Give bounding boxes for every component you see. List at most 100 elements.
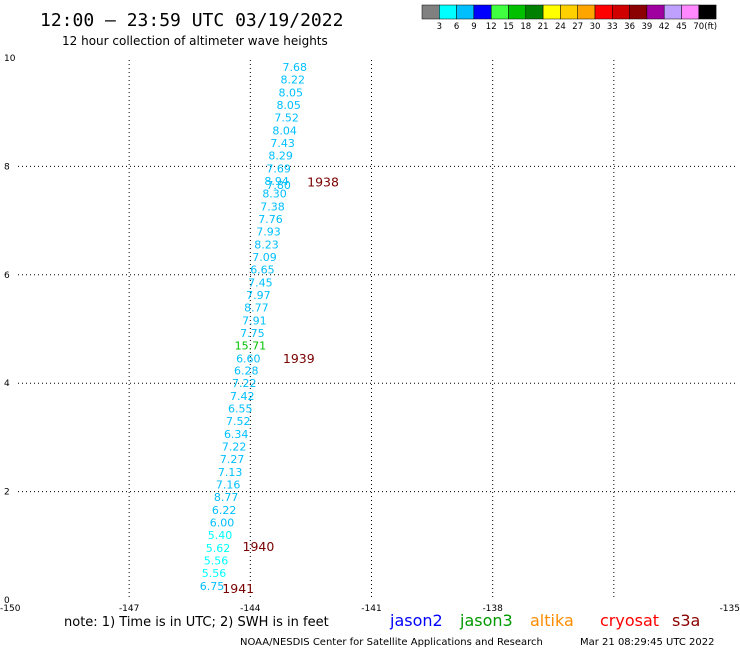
swh-value-label: 8.30 [262, 188, 287, 201]
swh-value-label: 7.43 [270, 137, 295, 150]
swh-value-label: 6.75 [200, 580, 225, 593]
footer-note: note: 1) Time is in UTC; 2) SWH is in fe… [64, 615, 329, 630]
swh-value-label: 8.77 [214, 491, 239, 504]
satellite-jason3: jason3 [459, 611, 513, 630]
swh-value-label: 7.97 [246, 289, 271, 302]
swh-value-label: 7.80 [266, 179, 291, 192]
colorbar-label: 9 [471, 22, 476, 32]
swh-value-label: 5.56 [204, 554, 229, 567]
colorbar-label: 24 [555, 22, 566, 32]
satellite-s3a: s3a [672, 611, 700, 630]
colorbar-swatch [508, 4, 527, 20]
swh-value-label: 7.91 [242, 314, 267, 327]
swh-value-label: 6.34 [224, 428, 249, 441]
swh-value-label: 6.60 [236, 352, 261, 365]
swh-value-label: 7.52 [274, 112, 299, 125]
colorbar-label: 27 [572, 22, 583, 32]
time-label: 1938 [307, 175, 339, 190]
colorbar-label: 6 [454, 22, 459, 32]
swh-value-label: 6.00 [210, 516, 235, 529]
swh-value-label: 7.22 [222, 441, 247, 454]
swh-value-label: 8.94 [264, 175, 289, 188]
plot-grid [18, 60, 735, 600]
swh-value-label: 7.76 [258, 213, 283, 226]
time-label: 1941 [222, 581, 254, 596]
swh-value-label: 7.27 [220, 453, 245, 466]
colorbar-label: 30 [590, 22, 601, 32]
swh-value-label: 8.04 [272, 125, 297, 138]
colorbar-swatch [456, 4, 475, 20]
swh-value-label: 7.22 [232, 377, 257, 390]
colorbar-label: 39 [641, 22, 652, 32]
swh-value-label: 8.29 [268, 150, 293, 163]
footer-timestamp: Mar 21 08:29:45 UTC 2022 [580, 637, 715, 648]
swh-value-label: 8.23 [254, 238, 279, 251]
y-tick-label: 4 [4, 379, 10, 389]
swh-value-label: 7.45 [248, 276, 273, 289]
swh-value-label: 5.40 [208, 529, 233, 542]
swh-value-label: 7.09 [252, 251, 277, 264]
time-label: 1940 [243, 539, 275, 554]
satellite-legend: jason2 jason3 altika cryosat s3a [389, 611, 700, 630]
y-tick-label: 2 [4, 488, 10, 498]
y-tick-label: 10 [4, 54, 16, 64]
colorbar-swatch [577, 4, 596, 20]
colorbar-label: 3 [437, 22, 442, 32]
colorbar-swatch [594, 4, 613, 20]
x-axis-ticks: -150 -147 -144 -141 -138 -135 [0, 604, 740, 614]
colorbar-label: 12 [486, 22, 497, 32]
time-labels: 1938 1939 1940 1941 [222, 175, 339, 596]
colorbar-label: 21 [538, 22, 549, 32]
swh-value-label: 6.55 [228, 403, 253, 416]
colorbar-swatch [525, 4, 544, 20]
swh-labels: 7.688.228.058.057.528.047.438.297.698.94… [200, 61, 307, 593]
y-tick-label: 8 [4, 162, 10, 172]
swh-value-label: 7.75 [240, 327, 265, 340]
satellite-cryosat: cryosat [600, 611, 659, 630]
colorbar-swatch [490, 4, 509, 20]
swh-value-label: 7.42 [230, 390, 255, 403]
colorbar-unit: (ft) [704, 22, 717, 32]
chart-subtitle: 12 hour collection of altimeter wave hei… [62, 34, 328, 48]
swh-value-label: 7.38 [260, 201, 285, 214]
colorbar-swatch [439, 4, 457, 20]
swh-value-label: 7.16 [216, 479, 241, 492]
x-tick-label: -150 [0, 604, 21, 614]
y-tick-label: 6 [4, 271, 10, 281]
x-tick-label: -135 [720, 604, 740, 614]
colorbar-legend: 3 6 9 12 15 18 21 24 27 30 33 36 39 42 45 70 (ft) [421, 4, 717, 32]
colorbar-label: 36 [624, 22, 635, 32]
swh-value-label: 7.68 [283, 61, 308, 74]
colorbar-label: 70 [693, 22, 704, 32]
swh-value-label: 7.69 [266, 163, 291, 176]
time-label: 1939 [283, 351, 315, 366]
swh-value-label: 8.05 [276, 99, 301, 112]
x-tick-label: -147 [119, 604, 139, 614]
swh-value-label: 8.22 [280, 74, 305, 87]
swh-value-label: 8.05 [278, 87, 303, 100]
chart-title: 12:00 – 23:59 UTC 03/19/2022 [40, 10, 343, 31]
x-tick-label: -144 [240, 604, 261, 614]
swh-value-label: 8.77 [244, 301, 269, 314]
colorbar-label: 33 [607, 22, 618, 32]
y-axis-ticks: 0 2 4 6 8 10 [4, 54, 16, 606]
colorbar-swatch [421, 4, 440, 20]
swh-value-label: 7.52 [226, 415, 251, 428]
colorbar-swatch [612, 4, 630, 20]
x-tick-label: -138 [482, 604, 503, 614]
swh-value-label: 15.71 [235, 339, 267, 352]
swh-value-label: 5.56 [202, 567, 227, 580]
colorbar-swatch [629, 4, 648, 20]
swh-value-label: 7.13 [218, 466, 243, 479]
swh-value-label: 6.28 [234, 365, 259, 378]
colorbar-label: 42 [659, 22, 670, 32]
swh-value-label: 6.22 [212, 504, 237, 517]
swh-value-label: 5.62 [206, 542, 231, 555]
colorbar-swatch [681, 4, 700, 20]
colorbar-swatch [560, 4, 578, 20]
colorbar-swatch [542, 4, 561, 20]
colorbar-swatch [698, 4, 717, 20]
swh-value-label: 7.93 [256, 225, 281, 238]
colorbar-swatch [473, 4, 492, 20]
